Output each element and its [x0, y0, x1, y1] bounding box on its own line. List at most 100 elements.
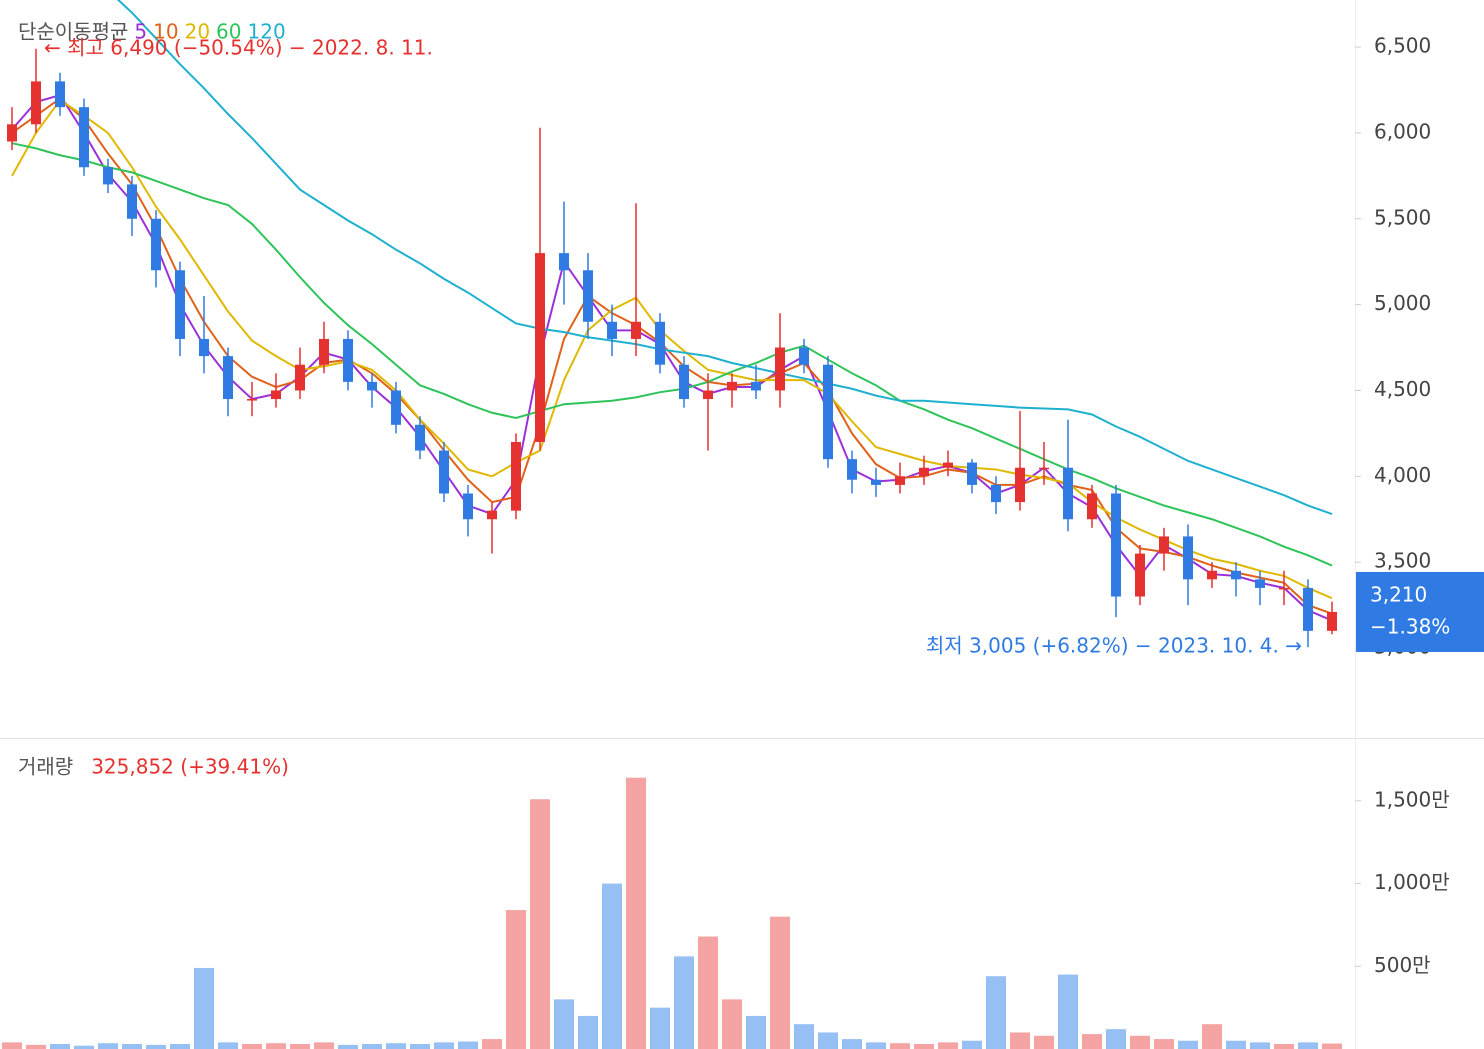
volume-bar — [962, 1040, 982, 1049]
candle-body — [847, 459, 857, 480]
candle-body — [919, 467, 929, 477]
y-tick-label: 500만 — [1374, 953, 1431, 977]
candle-body — [1183, 536, 1193, 580]
volume-bar — [1250, 1042, 1270, 1049]
volume-bar — [530, 799, 550, 1049]
candle-body — [1303, 587, 1313, 631]
candle-body — [559, 253, 569, 271]
candle-body — [967, 462, 977, 485]
volume-bar — [1130, 1035, 1150, 1049]
volume-bar — [578, 1015, 598, 1049]
candle-body — [7, 124, 17, 142]
volume-bar — [1226, 1040, 1246, 1049]
volume-bar — [26, 1044, 46, 1049]
volume-bar — [194, 967, 214, 1049]
volume-bar — [986, 976, 1006, 1049]
volume-bar — [1058, 974, 1078, 1049]
volume-bar — [50, 1044, 70, 1049]
volume-bar — [434, 1042, 454, 1049]
axes: 500만1,000만1,500만3,0003,5004,0004,5005,00… — [1355, 34, 1484, 977]
volume-title: 거래량 — [18, 755, 73, 779]
y-tick-label: 6,500 — [1374, 34, 1431, 58]
annotation: 최저 3,005 (+6.82%) − 2023. 10. 4. → — [926, 634, 1302, 658]
candle-body — [823, 364, 833, 460]
candle-body — [55, 81, 65, 108]
ma-line — [11, 97, 1333, 615]
volume-bar — [410, 1044, 430, 1049]
volume-bar — [1298, 1042, 1318, 1049]
candle-body — [655, 321, 665, 365]
ma-line — [11, 98, 1333, 600]
candle-body — [319, 338, 329, 365]
volume-bar — [602, 883, 622, 1049]
volume-bar — [698, 936, 718, 1049]
candle-body — [295, 364, 305, 391]
candle-body — [1159, 536, 1169, 554]
volume-bar — [362, 1044, 382, 1049]
candle-body — [31, 81, 41, 125]
y-tick-label: 1,000만 — [1374, 870, 1450, 894]
volume-bar — [338, 1044, 358, 1049]
volume-bar — [1202, 1024, 1222, 1049]
volume-bar — [266, 1043, 286, 1049]
candle-body — [223, 356, 233, 400]
candle-body — [247, 399, 257, 401]
volume-bar — [746, 1015, 766, 1049]
y-tick-label: 5,500 — [1374, 205, 1431, 229]
volume-bar — [218, 1042, 238, 1049]
candle-body — [799, 347, 809, 365]
volume-bar — [170, 1044, 190, 1049]
price-panel — [7, 0, 1337, 648]
volume-bar — [386, 1043, 406, 1049]
volume-bar — [818, 1032, 838, 1049]
candle-body — [1015, 467, 1025, 503]
candle-body — [1111, 493, 1121, 597]
change-badge-label: −1.38% — [1370, 614, 1450, 638]
volume-bar — [1274, 1044, 1294, 1049]
volume-bar — [1154, 1039, 1174, 1049]
candle-body — [151, 218, 161, 271]
y-tick-label: 4,500 — [1374, 377, 1431, 401]
candle-body — [79, 107, 89, 168]
candle-body — [607, 321, 617, 339]
volume-bar — [842, 1039, 862, 1049]
candle-body — [727, 381, 737, 391]
volume-bar — [314, 1042, 334, 1049]
volume-bar — [626, 777, 646, 1049]
candle-body — [751, 381, 761, 391]
volume-bar — [290, 1044, 310, 1049]
candle-body — [583, 270, 593, 322]
volume-bar — [146, 1044, 166, 1049]
candle-body — [943, 462, 953, 468]
price-badge-label: 3,210 — [1370, 582, 1427, 606]
price-badge — [1356, 571, 1484, 652]
volume-summary: 325,852 (+39.41%) — [91, 755, 289, 779]
candle-body — [271, 390, 281, 400]
annotation: ← 최고 6,490 (−50.54%) − 2022. 8. 11. — [44, 35, 433, 59]
ma-line — [11, 93, 1333, 622]
volume-bar — [458, 1041, 478, 1049]
legend-title: 단순이동평균 — [18, 20, 128, 44]
candle-body — [127, 184, 137, 219]
candle-body — [439, 450, 449, 494]
candle-body — [199, 338, 209, 357]
y-tick-label: 4,000 — [1374, 463, 1431, 487]
volume-bar — [506, 910, 526, 1049]
y-tick-label: 3,500 — [1374, 549, 1431, 573]
candle-body — [103, 167, 113, 185]
candle-body — [1039, 467, 1049, 470]
candle-body — [391, 390, 401, 425]
candle-body — [1207, 570, 1217, 580]
legend-entry: 10 — [153, 20, 178, 44]
legend-entry: 20 — [185, 20, 210, 44]
candle-body — [1087, 493, 1097, 520]
volume-bar — [866, 1042, 886, 1049]
candle-body — [511, 441, 521, 511]
volume-bar — [482, 1039, 502, 1049]
volume-bar — [1034, 1035, 1054, 1049]
candle-body — [487, 510, 497, 520]
candle-body — [1135, 553, 1145, 597]
volume-bar — [1082, 1034, 1102, 1049]
candle-body — [1255, 579, 1265, 588]
